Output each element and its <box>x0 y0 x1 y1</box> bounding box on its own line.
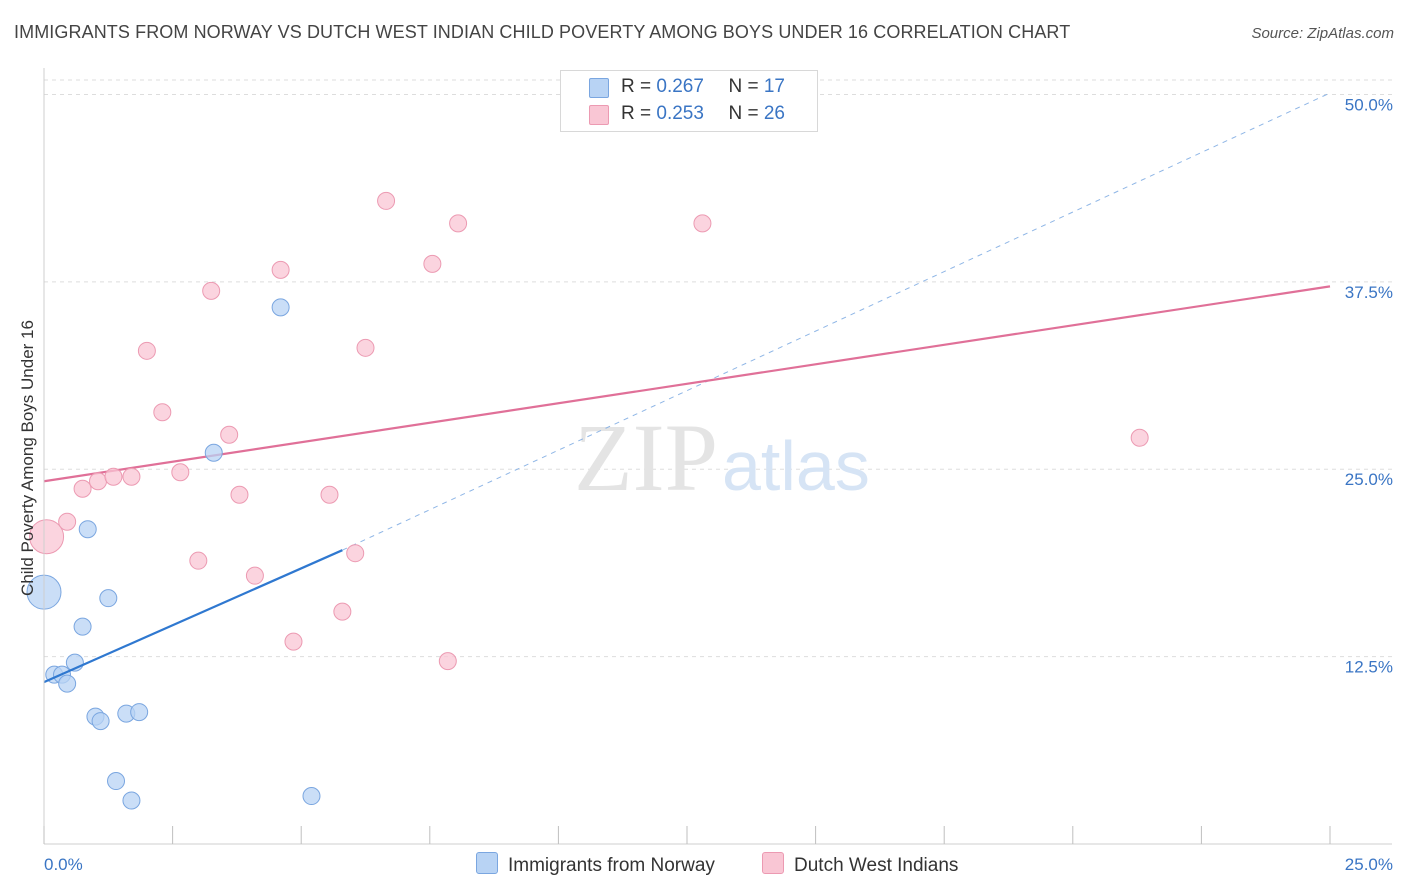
dutch-point <box>333 602 352 621</box>
x-tick-label: 0.0% <box>44 855 83 874</box>
dutch-point <box>104 467 123 486</box>
norway-trend-line <box>43 549 343 684</box>
dutch-point <box>137 341 156 360</box>
x-tick-label: 25.0% <box>1345 855 1393 874</box>
dutch-point <box>189 551 208 570</box>
dutch-point <box>271 260 290 279</box>
bottom-norway-label: Immigrants from Norway <box>508 855 715 876</box>
norway-trend-extension <box>342 92 1331 551</box>
dutch-point <box>693 214 712 233</box>
dutch-r-label: R = <box>621 103 657 124</box>
watermark-atlas: atlas <box>722 427 870 505</box>
dutch-point <box>438 652 457 671</box>
y-axis-label: Child Poverty Among Boys Under 16 <box>18 320 37 596</box>
dutch-point <box>284 632 303 651</box>
dutch-point <box>356 338 375 357</box>
dutch-point <box>29 519 65 555</box>
grid-layer <box>44 79 1392 658</box>
source-credit: Source: ZipAtlas.com <box>1251 25 1394 42</box>
norway-point <box>302 787 321 806</box>
dutch-point <box>423 254 442 273</box>
norway-point <box>130 703 149 722</box>
dutch-point <box>73 479 92 498</box>
norway-n-value: 17 <box>763 76 785 97</box>
y-tick-label: 12.5% <box>1345 658 1393 677</box>
norway-point <box>78 520 97 539</box>
points-layer <box>26 191 1149 810</box>
dutch-point <box>346 544 365 563</box>
dutch-point <box>122 467 141 486</box>
bottom-legend-dutch: Dutch West Indians <box>762 852 958 877</box>
dutch-point <box>220 425 239 444</box>
watermark-zip: ZIP <box>574 404 718 511</box>
dutch-point <box>202 281 221 300</box>
dutch-point <box>320 485 339 504</box>
dutch-point <box>1130 428 1149 447</box>
chart-title: IMMIGRANTS FROM NORWAY VS DUTCH WEST IND… <box>14 22 1071 42</box>
norway-point <box>122 791 141 810</box>
dutch-n-value: 26 <box>763 103 785 124</box>
dutch-point <box>89 472 108 491</box>
dutch-swatch <box>589 105 609 125</box>
dutch-point <box>230 485 249 504</box>
norway-point <box>91 712 110 731</box>
norway-point <box>271 298 290 317</box>
dutch-point <box>58 512 77 531</box>
norway-r-value: 0.267 <box>656 76 704 97</box>
dutch-point <box>377 191 396 210</box>
dutch-point <box>153 403 172 422</box>
norway-swatch <box>589 78 609 98</box>
norway-point <box>73 617 92 636</box>
dutch-r-value: 0.253 <box>656 103 704 124</box>
stats-legend: R = 0.267 N = 17 R = 0.253 N = 26 <box>560 70 818 132</box>
trend-layer <box>43 92 1331 551</box>
dutch-point <box>171 463 190 482</box>
bottom-dutch-swatch <box>762 852 784 874</box>
y-tick-label: 25.0% <box>1345 470 1393 489</box>
dutch-point <box>449 214 468 233</box>
norway-point <box>58 674 77 693</box>
norway-point <box>107 772 126 791</box>
bottom-dutch-label: Dutch West Indians <box>794 855 959 876</box>
dutch-trend-line <box>43 285 1331 483</box>
norway-r-label: R = <box>621 76 657 97</box>
dutch-n-label: N = <box>728 103 764 124</box>
norway-point <box>204 443 223 462</box>
bottom-legend-norway: Immigrants from Norway <box>476 852 715 877</box>
norway-n-label: N = <box>728 76 764 97</box>
axis-layer: 12.5% 25.0% 37.5% 50.0% 0.0% 25.0% <box>43 68 1393 874</box>
norway-point <box>99 589 118 608</box>
y-tick-label: 50.0% <box>1345 95 1393 114</box>
bottom-norway-swatch <box>476 852 498 874</box>
dutch-point <box>245 566 264 585</box>
y-tick-label: 37.5% <box>1345 283 1393 302</box>
